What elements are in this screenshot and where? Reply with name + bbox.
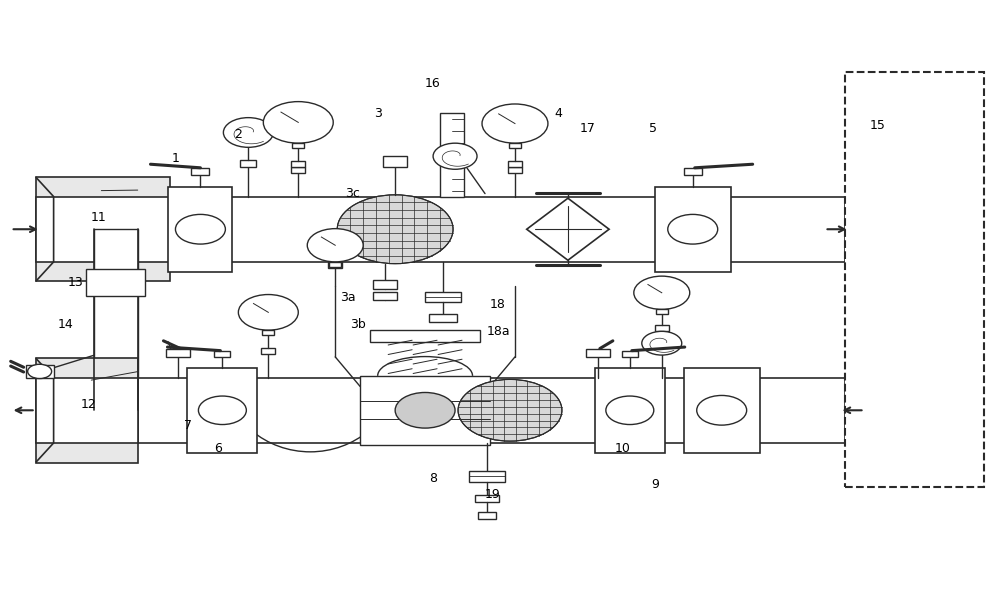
Bar: [478, 512, 496, 519]
Circle shape: [482, 104, 548, 143]
Circle shape: [337, 195, 453, 264]
Bar: [655, 325, 669, 331]
Bar: [291, 167, 305, 173]
Circle shape: [238, 295, 298, 330]
Circle shape: [668, 214, 718, 244]
Text: 17: 17: [580, 122, 596, 135]
Bar: [240, 160, 256, 167]
Circle shape: [307, 228, 363, 262]
Bar: [586, 349, 610, 357]
Bar: [475, 495, 499, 502]
Bar: [191, 168, 209, 175]
Bar: [262, 330, 274, 335]
Circle shape: [634, 276, 690, 309]
Bar: [425, 292, 461, 302]
Bar: [116, 378, 845, 443]
Bar: [508, 167, 522, 173]
Text: 12: 12: [81, 398, 96, 411]
Bar: [328, 262, 342, 268]
Bar: [370, 330, 480, 342]
Circle shape: [395, 393, 455, 428]
Text: 18a: 18a: [486, 325, 510, 339]
Bar: [36, 358, 138, 462]
Text: 3b: 3b: [350, 318, 366, 331]
Bar: [166, 349, 190, 357]
Bar: [508, 161, 522, 167]
Circle shape: [263, 102, 333, 143]
Text: 2: 2: [234, 128, 242, 141]
Text: 8: 8: [429, 472, 437, 485]
Circle shape: [198, 396, 246, 425]
Bar: [214, 350, 230, 357]
Circle shape: [28, 364, 52, 378]
Text: 9: 9: [651, 478, 659, 491]
Text: 3c: 3c: [345, 187, 360, 200]
Bar: [94, 229, 138, 411]
Bar: [26, 365, 54, 378]
Bar: [261, 348, 275, 354]
Circle shape: [606, 396, 654, 425]
Bar: [622, 350, 638, 357]
Text: 11: 11: [91, 211, 106, 224]
Bar: [440, 114, 464, 196]
Bar: [170, 196, 845, 262]
Bar: [469, 471, 505, 481]
Bar: [656, 309, 668, 314]
Circle shape: [458, 380, 562, 441]
Circle shape: [175, 214, 225, 244]
Bar: [373, 292, 397, 300]
Circle shape: [223, 118, 273, 148]
Circle shape: [433, 143, 477, 170]
Bar: [845, 72, 984, 487]
Bar: [36, 196, 170, 262]
Bar: [429, 314, 457, 322]
Bar: [36, 177, 170, 281]
Text: 13: 13: [68, 276, 83, 289]
Text: 19: 19: [485, 488, 501, 501]
Text: 1: 1: [172, 152, 179, 164]
Bar: [595, 368, 665, 453]
Text: 10: 10: [615, 442, 631, 455]
Text: 3a: 3a: [340, 291, 356, 304]
Bar: [292, 143, 304, 148]
Bar: [86, 270, 145, 296]
Text: 4: 4: [554, 107, 562, 120]
Bar: [684, 168, 702, 175]
Bar: [291, 161, 305, 167]
Bar: [383, 156, 407, 167]
Text: 15: 15: [870, 119, 885, 132]
Text: 6: 6: [214, 442, 222, 455]
Text: 7: 7: [184, 419, 192, 431]
Text: 5: 5: [649, 122, 657, 135]
Bar: [187, 368, 257, 453]
Text: 3: 3: [374, 107, 382, 120]
Text: 16: 16: [424, 77, 440, 90]
Circle shape: [697, 396, 747, 425]
Bar: [329, 262, 341, 267]
Bar: [655, 187, 731, 272]
Bar: [684, 368, 760, 453]
Polygon shape: [527, 198, 609, 260]
Text: 18: 18: [490, 298, 506, 311]
Bar: [509, 143, 521, 148]
Bar: [168, 187, 232, 272]
Bar: [36, 378, 138, 443]
Bar: [360, 376, 490, 444]
Bar: [373, 280, 397, 289]
Circle shape: [642, 331, 682, 355]
Text: 14: 14: [58, 318, 73, 331]
